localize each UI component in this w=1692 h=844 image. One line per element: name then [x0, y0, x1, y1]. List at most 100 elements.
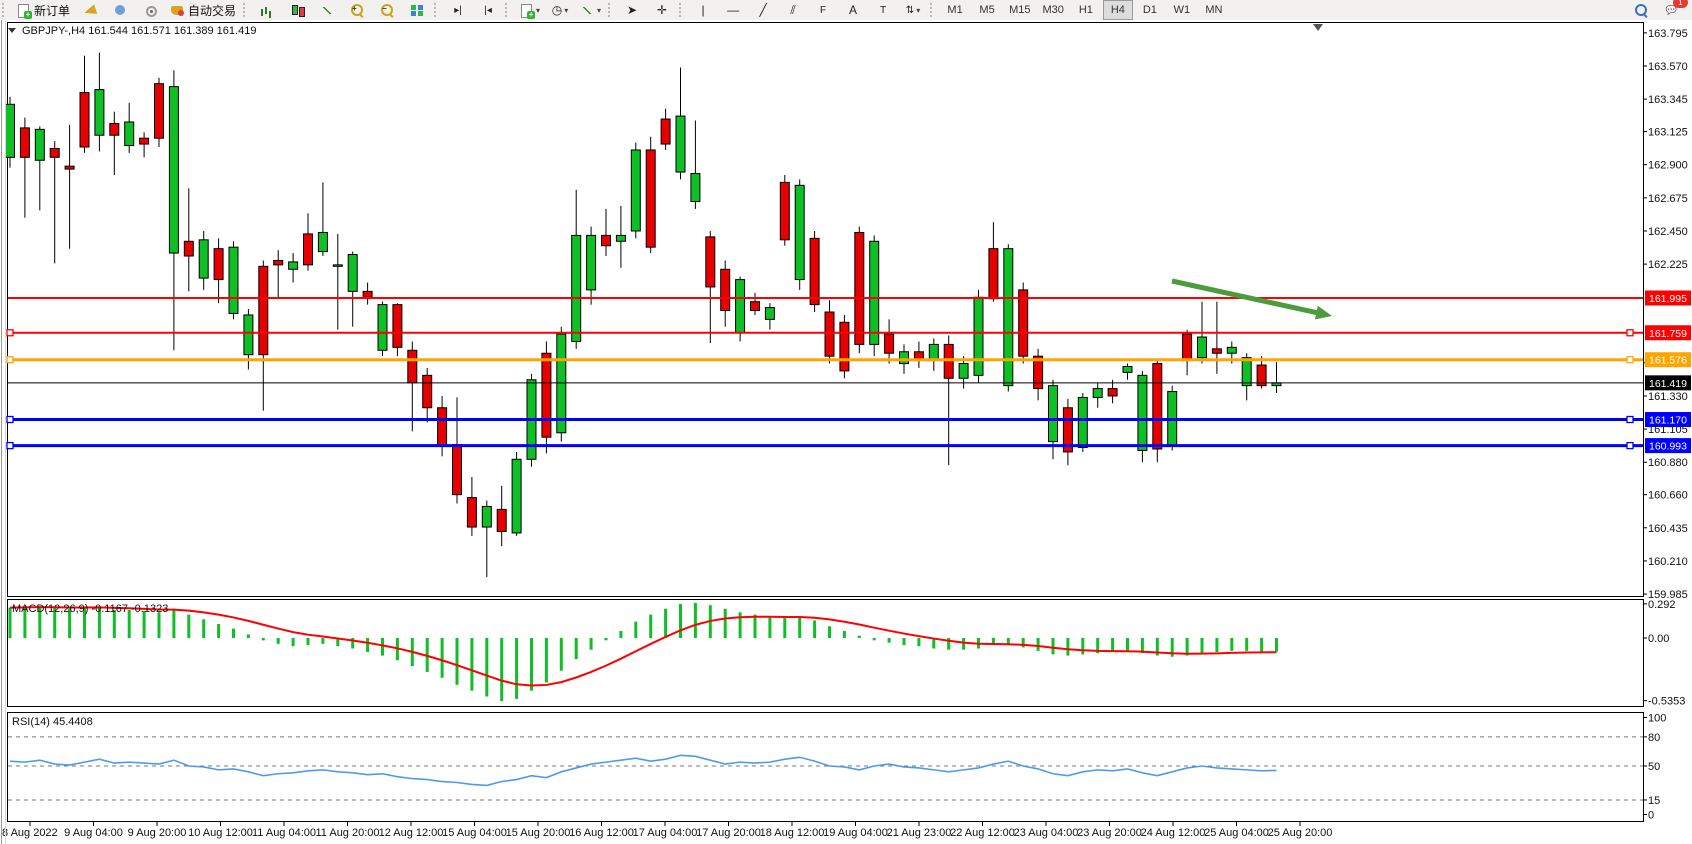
- timeframe-m5[interactable]: M5: [979, 4, 995, 16]
- line-handle[interactable]: [6, 441, 14, 450]
- notifications-button[interactable]: 💬︎ 1: [1657, 0, 1688, 20]
- toolbar-grip[interactable]: [2, 3, 9, 17]
- candle-bullish: [869, 240, 880, 345]
- auto-scroll-button[interactable]: ▸|: [444, 0, 472, 20]
- candle-bearish: [645, 149, 656, 248]
- trendline-button[interactable]: ╱: [749, 0, 777, 20]
- crosshair-button[interactable]: ✛: [648, 0, 676, 20]
- vertical-line-icon: |: [701, 2, 705, 17]
- timeframe-toolbar: M1 M5 M15 M30 H1 H4 D1 W1 MN: [939, 0, 1230, 20]
- candle-bearish: [19, 127, 30, 158]
- line-handle[interactable]: [6, 329, 14, 337]
- candle-bearish: [854, 231, 865, 345]
- candle-bearish: [884, 333, 895, 354]
- line-handle[interactable]: [1626, 415, 1634, 424]
- candle-bearish: [660, 118, 671, 145]
- line-handle[interactable]: [6, 415, 14, 424]
- line-chart-button[interactable]: [313, 0, 341, 20]
- horizontal-line-button[interactable]: —: [719, 0, 747, 20]
- price-level-badge: [1645, 375, 1691, 391]
- trend-arrow-annotation[interactable]: [1171, 278, 1321, 316]
- arrows-button[interactable]: ⇅ ▾: [905, 4, 921, 16]
- time-tick-label: 17 Aug 04:00: [633, 827, 698, 839]
- candle-bearish: [139, 137, 150, 145]
- signals-button[interactable]: [136, 0, 164, 20]
- candle-bearish: [1033, 355, 1044, 390]
- toolbar-grip[interactable]: [505, 3, 512, 17]
- line-handle[interactable]: [6, 356, 14, 364]
- toolbar-grip[interactable]: [434, 3, 441, 17]
- rsi-pane[interactable]: [7, 712, 1644, 822]
- price-tick-label: 161.105: [1648, 424, 1688, 436]
- timeframe-mn[interactable]: MN: [1205, 4, 1223, 16]
- text-button[interactable]: A: [839, 0, 867, 20]
- timeframe-h1[interactable]: H1: [1078, 4, 1093, 16]
- candle-bullish: [690, 173, 701, 203]
- candle-bullish: [5, 103, 15, 158]
- vertical-line-button[interactable]: |: [689, 0, 717, 20]
- candle-bullish: [347, 254, 358, 292]
- candle-bullish: [675, 115, 686, 173]
- toolbar-grip[interactable]: [243, 3, 250, 17]
- bar-chart-button[interactable]: [253, 0, 281, 20]
- line-handle[interactable]: [1626, 441, 1634, 450]
- candle-bullish: [735, 279, 746, 334]
- line-chart-icon: [320, 3, 335, 18]
- metaeditor-button[interactable]: [76, 0, 104, 20]
- periods-button[interactable]: ◷ ▾: [551, 2, 569, 17]
- time-tick-label: 19 Aug 04:00: [823, 827, 888, 839]
- timeframe-m1[interactable]: M1: [947, 4, 963, 16]
- candlestick-chart-button[interactable]: [283, 0, 311, 20]
- timeframe-d1[interactable]: D1: [1142, 4, 1157, 16]
- candle-bullish: [1077, 396, 1088, 449]
- notification-badge: 1: [1673, 0, 1688, 8]
- time-tick-label: 11 Aug 04:00: [252, 827, 316, 839]
- line-handle[interactable]: [1626, 356, 1634, 364]
- new-order-icon: +: [16, 3, 32, 19]
- cursor-button[interactable]: ➤: [618, 0, 646, 20]
- chart-menu-triangle-icon[interactable]: [8, 28, 16, 33]
- price-tick-label: 160.880: [1648, 457, 1688, 469]
- toolbar-grip[interactable]: [608, 3, 615, 17]
- chart-shift-marker[interactable]: [1313, 24, 1323, 31]
- chart-window[interactable]: GBPJPY-,H4 161.544 161.571 161.389 161.4…: [0, 20, 1692, 844]
- toolbar-grip[interactable]: [679, 3, 686, 17]
- community-button[interactable]: [106, 0, 134, 20]
- zoom-in-button[interactable]: +: [343, 0, 371, 20]
- bar-chart-icon: [260, 3, 275, 18]
- candle-bearish: [943, 343, 954, 379]
- search-button[interactable]: [1627, 0, 1655, 20]
- time-tick-label: 8 Aug 2022: [2, 827, 58, 839]
- line-handle[interactable]: [1626, 329, 1634, 337]
- macd-pane[interactable]: [7, 599, 1644, 707]
- indicators-button[interactable]: + ▾: [515, 0, 544, 20]
- price-level-badge-text: 161.419: [1649, 378, 1687, 390]
- candle-bearish: [541, 352, 552, 438]
- candle-bearish: [258, 265, 269, 356]
- tile-windows-button[interactable]: [403, 0, 431, 20]
- channel-button[interactable]: ⫽: [779, 0, 807, 20]
- candle-bullish: [288, 261, 299, 270]
- new-order-button[interactable]: + 新订单: [12, 0, 74, 20]
- timeframe-m30[interactable]: M30: [1042, 4, 1064, 16]
- timeframe-m15[interactable]: M15: [1009, 4, 1031, 16]
- candle-bullish: [1137, 374, 1148, 451]
- price-tick-label: 163.795: [1648, 28, 1688, 40]
- candle-bearish: [452, 444, 462, 496]
- auto-trading-button[interactable]: 自动交易: [166, 0, 240, 20]
- price-level-badge: [1645, 438, 1691, 454]
- price-level-badge: [1645, 412, 1691, 428]
- price-tick-label: 163.125: [1648, 127, 1688, 139]
- templates-button[interactable]: ▾: [576, 0, 605, 20]
- zoom-out-button[interactable]: −: [373, 0, 401, 20]
- fibonacci-button[interactable]: F: [809, 0, 837, 20]
- main-pane[interactable]: [7, 22, 1644, 597]
- chart-canvas[interactable]: GBPJPY-,H4 161.544 161.571 161.389 161.4…: [0, 20, 1692, 844]
- toolbar-grip[interactable]: [930, 3, 937, 17]
- rsi-tick-label: 50: [1648, 761, 1660, 773]
- text-label-button[interactable]: T: [869, 0, 897, 20]
- candle-bullish: [228, 246, 239, 314]
- timeframe-w1[interactable]: W1: [1173, 4, 1191, 16]
- chart-shift-button[interactable]: |◂: [474, 0, 502, 20]
- timeframe-h4[interactable]: H4: [1102, 0, 1133, 20]
